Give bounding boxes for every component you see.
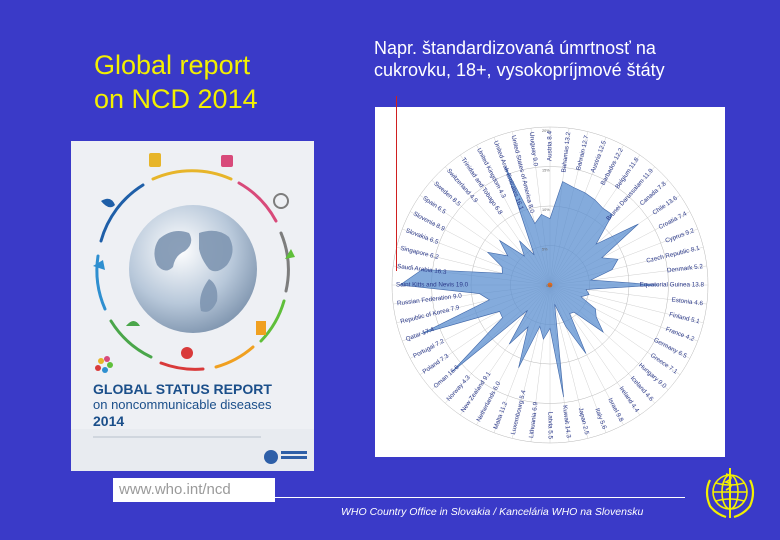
footer-text: WHO Country Office in Slovakia / Kancelá…	[341, 506, 644, 518]
radar-category-label: Kuwait 14.3	[561, 405, 572, 439]
radar-category-label: Slovakia 6.5	[405, 227, 440, 246]
footer-divider	[275, 497, 685, 498]
radar-center-dot	[547, 282, 553, 288]
radar-category-label: Chile 13.6	[651, 194, 679, 216]
radar-category-label: Latvia 5.5	[546, 412, 553, 440]
who-emblem-icon	[705, 468, 755, 519]
radar-series-area	[399, 165, 660, 398]
cover-year: 2014	[93, 413, 125, 429]
radar-category-label: Israel 9.8	[606, 397, 624, 424]
radar-category-label: Ireland 4.4	[618, 385, 641, 414]
cover-subtitle: on noncommunicable diseases	[93, 397, 272, 412]
radar-category-label: Singapore 6.2	[400, 245, 440, 261]
radar-category-label: Croatia 7.4	[658, 210, 689, 231]
radar-ring-label: 5%	[542, 248, 548, 252]
subtitle-line-1: Napr. štandardizovaná úmrtnosť na	[374, 38, 656, 58]
radar-category-label: Equatorial Guinea 13.8	[640, 282, 705, 289]
radar-category-label: Qatar 17.4	[405, 326, 436, 343]
radar-category-label: Malta 11.2	[492, 400, 509, 430]
radar-center-label: 0%	[546, 284, 552, 288]
radar-category-label: Italy 5.6	[593, 407, 608, 431]
radar-chart-frame: 5% 10% 15% 20% Austria 8.4 Bahamas 13.2 Bahra…	[375, 107, 725, 457]
radar-ring-label: 15%	[542, 169, 550, 173]
radar-category-label: Denmark 5.2	[667, 263, 704, 274]
who-url: www.who.int/ncd	[113, 478, 275, 502]
radar-spoke	[549, 284, 589, 439]
radar-category-label: Czech Republic 8.1	[646, 245, 701, 265]
radar-category-label: Luxembourg 5.4	[510, 389, 528, 435]
cover-artwork	[71, 141, 314, 471]
radar-category-label: Saint Kitts and Nevis 19.0	[396, 282, 469, 289]
cover-title: GLOBAL STATUS REPORT	[93, 381, 272, 397]
radar-category-label: Estonia 4.6	[671, 297, 704, 308]
radar-category-label: Japan 2.5	[577, 407, 591, 436]
radar-category-label: Cyprus 9.2	[664, 227, 695, 245]
radar-category-label: Austria 8.4	[547, 131, 554, 162]
slide-title: Global report on NCD 2014	[94, 48, 258, 116]
radar-chart: 5% 10% 15% 20% Austria 8.4 Bahamas 13.2 Bahra…	[391, 126, 709, 444]
radar-ring-label: 20%	[542, 129, 550, 133]
title-line-2: on NCD 2014	[94, 84, 258, 114]
radar-category-label: Bahrain 12.7	[575, 134, 590, 171]
radar-ring-labels: 5% 10% 15% 20%	[542, 129, 550, 252]
radar-category-label: Austria 12.5	[590, 139, 609, 173]
radar-category-label: Lithuania 6.9	[528, 401, 539, 438]
radar-ring-label: 10%	[542, 208, 550, 212]
radar-category-label: Bahamas 13.2	[560, 131, 572, 173]
radar-category-label: Spain 6.5	[421, 195, 447, 216]
report-cover-image: GLOBAL STATUS REPORT on noncommunicable …	[71, 141, 314, 471]
title-line-1: Global report	[94, 50, 251, 80]
radar-category-label: France 4.2	[665, 326, 696, 343]
pointer-line	[396, 96, 397, 271]
radar-category-label: Finland 5.1	[668, 311, 700, 325]
radar-category-label: Uruguay 9.0	[528, 132, 539, 167]
subtitle-line-2: cukrovku, 18+, vysokopríjmové štáty	[374, 60, 665, 80]
slide-subtitle: Napr. štandardizovaná úmrtnosť na cukrov…	[374, 37, 734, 81]
